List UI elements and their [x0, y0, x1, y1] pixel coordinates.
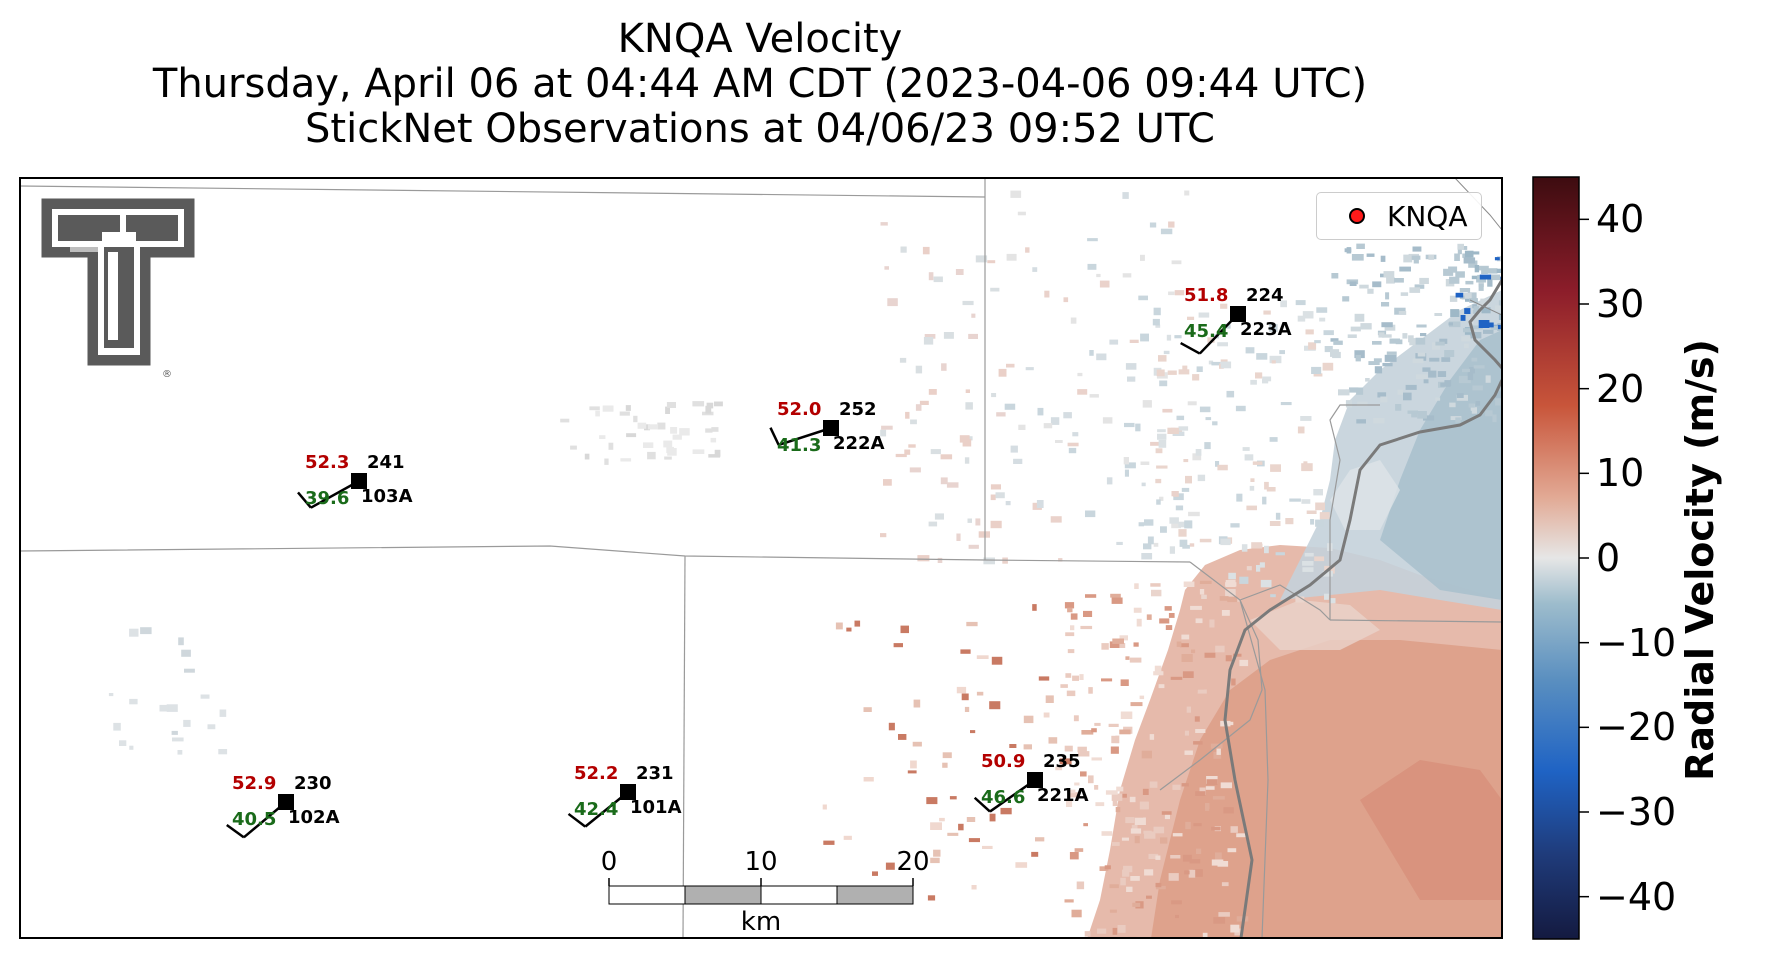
station-temperature: 51.8: [1184, 285, 1228, 306]
station-101A: 52.2 231 42.4 101A: [567, 763, 682, 828]
station-id: 222A: [833, 433, 885, 454]
colorbar-tick-label: −10: [1596, 620, 1677, 665]
station-wind-direction: 241: [367, 452, 405, 473]
station-temperature: 52.3: [305, 452, 349, 473]
state-boundary: [1223, 279, 1502, 938]
radar-speckles: [108, 190, 1502, 938]
scale-bar: [608, 878, 914, 905]
station-222A: 52.0 252 41.3 222A: [769, 399, 885, 456]
scale-tick-10: 10: [744, 847, 778, 877]
wind-barb-flag: [1180, 341, 1201, 355]
station-dewpoint: 39.6: [305, 488, 349, 509]
station-dewpoint: 41.3: [777, 435, 821, 456]
station-wind-direction: 252: [839, 399, 877, 420]
scale-unit: km: [740, 907, 782, 937]
station-marker: [351, 473, 367, 489]
county-boundaries: [20, 178, 1502, 938]
station-id: 223A: [1240, 319, 1292, 340]
legend-label: KNQA: [1387, 200, 1468, 233]
station-marker: [620, 784, 636, 800]
colorbar-tick-label: −40: [1596, 874, 1677, 919]
station-wind-direction: 231: [636, 763, 674, 784]
colorbar-tick-label: 20: [1596, 366, 1645, 411]
colorbar-tick-label: 10: [1596, 451, 1645, 496]
station-id: 221A: [1037, 785, 1089, 806]
colorbar-tick-label: 40: [1596, 197, 1645, 242]
colorbar-tick-label: 30: [1596, 282, 1645, 326]
station-id: 101A: [630, 797, 682, 818]
station-wind-direction: 235: [1043, 751, 1081, 772]
wind-barb-flag: [973, 796, 991, 813]
station-marker: [823, 420, 839, 436]
station-temperature: 52.0: [777, 399, 821, 420]
radar-echoes: [1087, 290, 1502, 938]
colorbar-tick-label: −30: [1596, 790, 1677, 834]
svg-text:®: ®: [162, 369, 172, 380]
wind-barb-flag: [226, 823, 245, 839]
station-temperature: 52.9: [232, 773, 276, 794]
wind-barb-flag: [567, 812, 587, 828]
station-id: 103A: [361, 486, 413, 507]
title-line-1: KNQA Velocity: [617, 16, 903, 62]
colorbar-tick-label: −20: [1596, 705, 1677, 750]
colorbar-label: Radial Velocity (m/s): [1678, 339, 1722, 781]
wind-barb-flag: [297, 491, 312, 509]
title-line-3: StickNet Observations at 04/06/23 09:52 …: [305, 106, 1215, 152]
station-marker: [1230, 306, 1246, 322]
station-id: 102A: [288, 807, 340, 828]
legend: KNQA: [1316, 192, 1482, 240]
station-temperature: 50.9: [981, 751, 1025, 772]
road-lines: [1454, 178, 1502, 316]
title-line-2: Thursday, April 06 at 04:44 AM CDT (2023…: [152, 61, 1368, 107]
wind-barb-shaft: [778, 426, 832, 447]
station-marker: [278, 794, 294, 810]
station-102A: 52.9 230 40.5 102A: [226, 773, 340, 839]
station-dewpoint: 45.4: [1184, 321, 1228, 342]
wind-barb-flag: [769, 427, 780, 446]
station-223A: 51.8 224 45.4 223A: [1180, 285, 1292, 355]
map-frame: [19, 177, 1503, 939]
station-wind-direction: 224: [1246, 285, 1284, 306]
station-221A: 50.9 235 46.6 221A: [973, 751, 1089, 813]
station-dewpoint: 40.5: [232, 809, 276, 830]
station-dewpoint: 46.6: [981, 787, 1025, 808]
station-dewpoint: 42.4: [574, 799, 618, 820]
wind-barb-shaft: [310, 479, 360, 509]
colorbar-tick-label: 0: [1596, 536, 1621, 580]
station-temperature: 52.2: [574, 763, 618, 784]
colorbar: [1532, 176, 1580, 940]
scale-tick-0: 0: [600, 847, 618, 877]
station-wind-direction: 230: [294, 773, 332, 794]
station-marker: [1027, 772, 1043, 788]
radar-site-marker-icon: [1349, 208, 1365, 224]
station-103A: 52.3 241 39.6 103A: [297, 452, 413, 509]
scale-tick-20: 20: [896, 847, 930, 877]
texas-tech-double-t-logo: ®: [41, 198, 195, 380]
